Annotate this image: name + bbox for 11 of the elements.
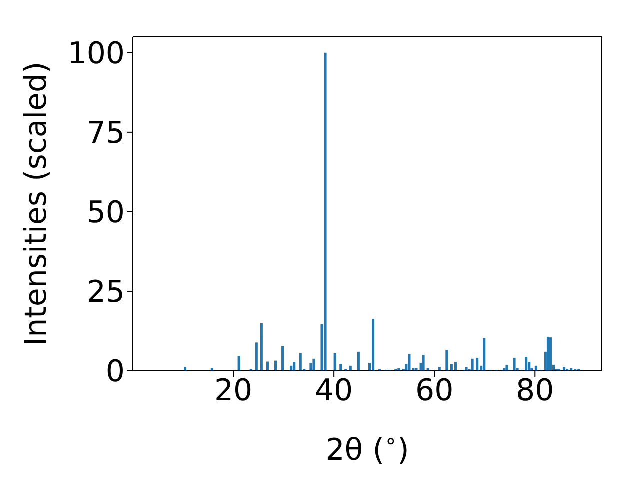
y-tick-label: 75 bbox=[86, 116, 125, 152]
x-tick-label: 20 bbox=[214, 373, 253, 408]
y-tick-label: 50 bbox=[86, 196, 125, 231]
y-tick-label: 25 bbox=[86, 275, 125, 310]
x-tick-label: 80 bbox=[516, 373, 554, 408]
x-tick-label: 40 bbox=[314, 373, 354, 408]
x-axis-title: 2θ ($^{∘}$) bbox=[326, 429, 410, 468]
x-tick-label: 60 bbox=[416, 373, 454, 408]
y-tick-label: 0 bbox=[106, 354, 125, 390]
y-axis-title: Intensities (scaled) bbox=[19, 62, 54, 346]
y-tick-label: 100 bbox=[68, 36, 125, 72]
